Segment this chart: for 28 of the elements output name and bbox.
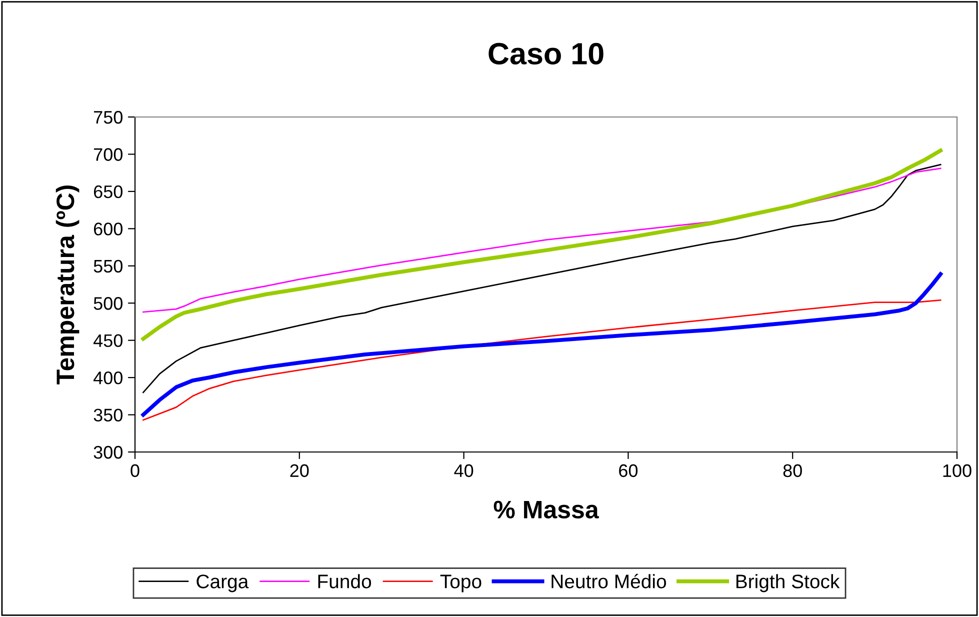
x-tick-label: 0 xyxy=(130,464,140,478)
y-tick-label: 650 xyxy=(94,185,122,198)
legend-label: Topo xyxy=(440,574,482,592)
y-tick-label: 350 xyxy=(94,408,122,422)
legend-label: Neutro Médio xyxy=(552,574,666,588)
y-tick-label: 300 xyxy=(94,446,122,459)
y-tick-label: 750 xyxy=(94,110,122,124)
x-tick-label: 40 xyxy=(454,464,474,478)
y-tick-label: 600 xyxy=(94,222,122,236)
line-series xyxy=(142,299,942,421)
x-axis-title: % Massa xyxy=(494,500,599,518)
y-tick-label: 450 xyxy=(93,334,122,348)
y-tick-label: 700 xyxy=(94,148,122,161)
line-series xyxy=(141,272,943,417)
y-tick-label: 550 xyxy=(94,260,122,273)
x-tick-label: 20 xyxy=(290,464,309,478)
x-tick-label: 60 xyxy=(619,464,638,478)
y-axis-title: Temperatura (ºC) xyxy=(56,186,80,384)
x-tick-label: 80 xyxy=(783,464,802,478)
x-tick-label: 100 xyxy=(943,464,972,478)
line-series xyxy=(142,164,942,394)
y-tick-label: 400 xyxy=(93,371,122,384)
legend-label: Fundo xyxy=(318,574,372,588)
chart-title: Caso 10 xyxy=(488,42,604,65)
y-tick-label: 500 xyxy=(94,297,122,310)
legend-label: Carga xyxy=(196,574,249,592)
legend-label: Brigth Stock xyxy=(736,574,840,592)
line-series xyxy=(141,148,943,341)
